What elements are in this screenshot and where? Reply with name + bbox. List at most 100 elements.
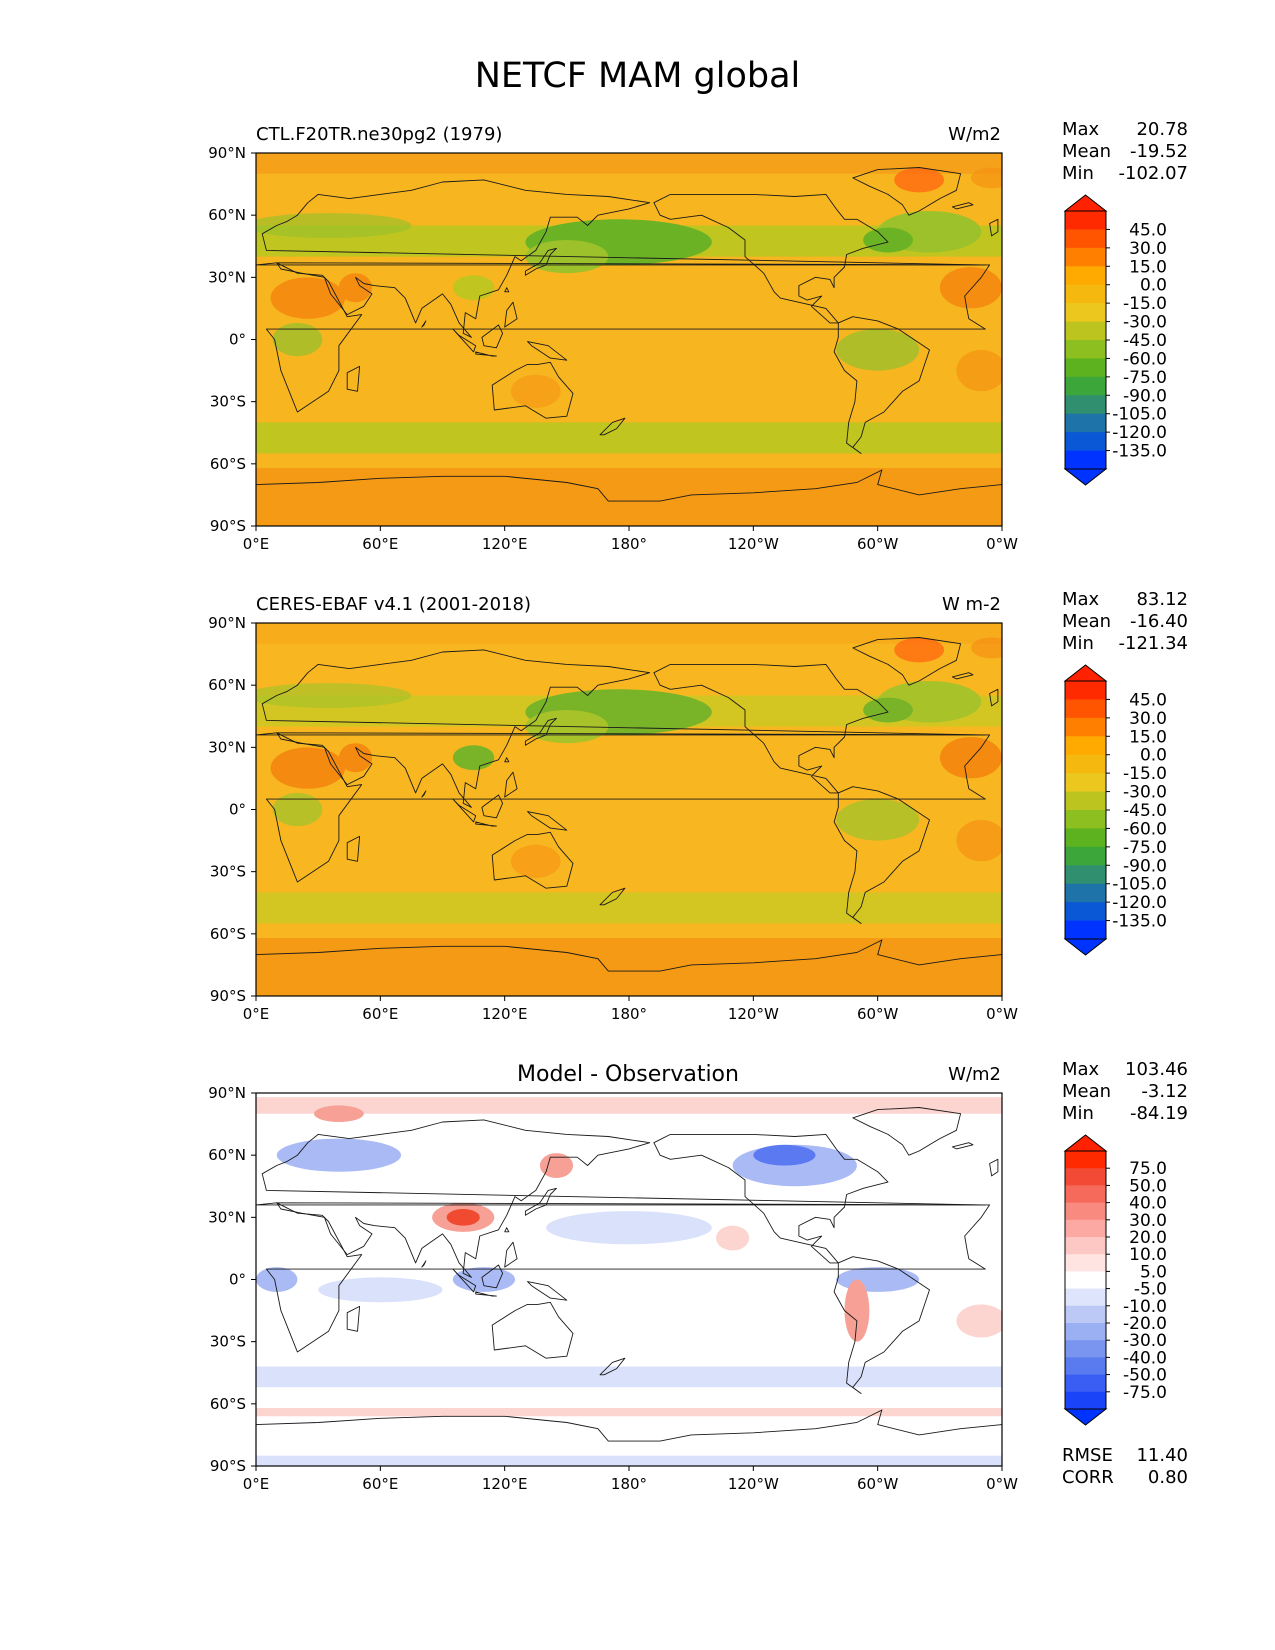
colorbar-label: -120.0: [1112, 893, 1167, 913]
lat-tick-label: 60°S: [210, 1395, 246, 1413]
stat-value: -19.52: [1130, 141, 1188, 162]
colorbar-label: 40.0: [1129, 1194, 1167, 1214]
colorbar-label: 75.0: [1129, 1159, 1167, 1179]
colorbar-segment: [1065, 883, 1106, 903]
lon-tick-label: 180°: [611, 1005, 647, 1023]
coastline: [653, 1133, 889, 1264]
colorbar-label: -45.0: [1123, 801, 1167, 821]
lat-tick-label: 60°S: [210, 925, 246, 943]
rmse-label: RMSE: [1062, 1445, 1113, 1466]
lat-tick-label: 60°N: [208, 676, 246, 694]
colorbar-segment: [1065, 1185, 1106, 1204]
colorbar-segment: [1065, 1271, 1106, 1290]
stat-value: -102.07: [1119, 163, 1188, 184]
lat-tick-label: 30°N: [208, 268, 246, 286]
lat-tick-label: 60°N: [208, 206, 246, 224]
arctic-red-band: [256, 1097, 1002, 1114]
coastline: [951, 202, 974, 210]
colorbar-label: -135.0: [1112, 912, 1167, 932]
colorbar-label: -30.0: [1123, 783, 1167, 803]
colorbar-segment: [1065, 699, 1106, 719]
coastline: [346, 365, 361, 392]
coastline: [653, 663, 889, 794]
panel-units: W m-2: [942, 594, 1001, 615]
amazon-cloud: [836, 799, 920, 841]
lon-tick-label: 120°E: [482, 535, 528, 553]
panel-center-title: Model - Observation: [517, 1062, 739, 1087]
colorbar-segment: [1065, 1305, 1106, 1324]
stat-value: 83.12: [1136, 589, 1188, 610]
lon-tick-label: 60°E: [362, 535, 398, 553]
southern-storm-track: [256, 422, 1002, 454]
stats-block: Max 83.12 Mean -16.40 Min -121.34: [1062, 589, 1188, 654]
pacific-blue: [546, 1211, 712, 1245]
stat-label: Mean: [1062, 1081, 1111, 1102]
lon-tick-label: 60°W: [857, 535, 899, 553]
coastline: [653, 193, 889, 324]
colorbar-segment: [1065, 1202, 1106, 1221]
colorbar-segment: [1065, 736, 1106, 756]
lat-tick-label: 0°: [229, 801, 246, 819]
colorbar-label: 15.0: [1129, 257, 1167, 277]
colorbar-label: -120.0: [1112, 423, 1167, 443]
coastline: [989, 688, 999, 707]
lat-tick-label: 90°S: [210, 987, 246, 1005]
coastline: [491, 361, 574, 419]
colorbar-segment: [1065, 791, 1106, 811]
colorbar-segment: [1065, 1219, 1106, 1238]
stat-value: 103.46: [1125, 1059, 1188, 1080]
colorbar-segment: [1065, 247, 1106, 267]
coastline: [599, 887, 626, 906]
colorbar-label: 15.0: [1129, 727, 1167, 747]
china-cloud: [452, 275, 495, 301]
coastline: [951, 1142, 974, 1150]
colorbar-segment: [1065, 920, 1106, 940]
colorbar-label: -105.0: [1112, 875, 1167, 895]
south-atlantic-hot: [956, 349, 1002, 392]
lat-tick-label: 60°N: [208, 1146, 246, 1164]
arabia-hot: [338, 743, 373, 773]
coastline: [481, 1264, 504, 1289]
panel-left-title: CTL.F20TR.ne30pg2 (1979): [256, 124, 502, 145]
coastline: [346, 835, 361, 862]
colorbar-label: -15.0: [1123, 294, 1167, 314]
lon-tick-label: 0°E: [243, 1005, 270, 1023]
colorbar-label: 30.0: [1129, 709, 1167, 729]
europe-cloud: [256, 213, 412, 238]
coastline: [524, 1187, 557, 1216]
colorbar-segment: [1065, 340, 1106, 359]
colorbar-label: -10.0: [1123, 1297, 1167, 1317]
colorbar-label: -20.0: [1123, 1314, 1167, 1334]
lon-tick-label: 180°: [611, 1475, 647, 1493]
colorbar-label: -90.0: [1123, 386, 1167, 406]
field: [256, 623, 1002, 996]
lon-tick-label: 120°E: [482, 1005, 528, 1023]
coastline: [833, 1256, 930, 1394]
map-area: [256, 153, 1002, 526]
colorbar-label: -90.0: [1123, 856, 1167, 876]
stat-label: Max: [1062, 119, 1100, 140]
southern-polar-band: [256, 937, 1002, 996]
lon-tick-label: 0°W: [986, 1475, 1018, 1493]
map-area: [256, 623, 1002, 996]
colorbar-label: 0.0: [1140, 746, 1167, 766]
lon-tick-label: 0°E: [243, 535, 270, 553]
figure-title: NETCF MAM global: [474, 56, 801, 96]
east-pacific-red: [716, 1225, 750, 1251]
stat-label: Mean: [1062, 141, 1111, 162]
southern-storm-track: [256, 892, 1002, 924]
coastline: [527, 811, 568, 831]
colorbar: 45.030.015.00.0-15.0-30.0-45.0-60.0-75.0…: [1063, 194, 1167, 486]
lat-tick-label: 90°S: [210, 517, 246, 535]
greenland-hot: [970, 167, 1002, 189]
coastline: [852, 637, 962, 686]
colorbar-segment: [1065, 303, 1106, 323]
colorbar-label: 30.0: [1129, 1211, 1167, 1231]
arabia-hot: [338, 273, 373, 303]
colorbar-segment: [1065, 754, 1106, 774]
coastline: [265, 262, 991, 413]
colorbar-segment: [1065, 1374, 1106, 1393]
coastline: [527, 341, 568, 361]
coastline: [475, 351, 497, 357]
polar-blue-band: [256, 1455, 1002, 1466]
